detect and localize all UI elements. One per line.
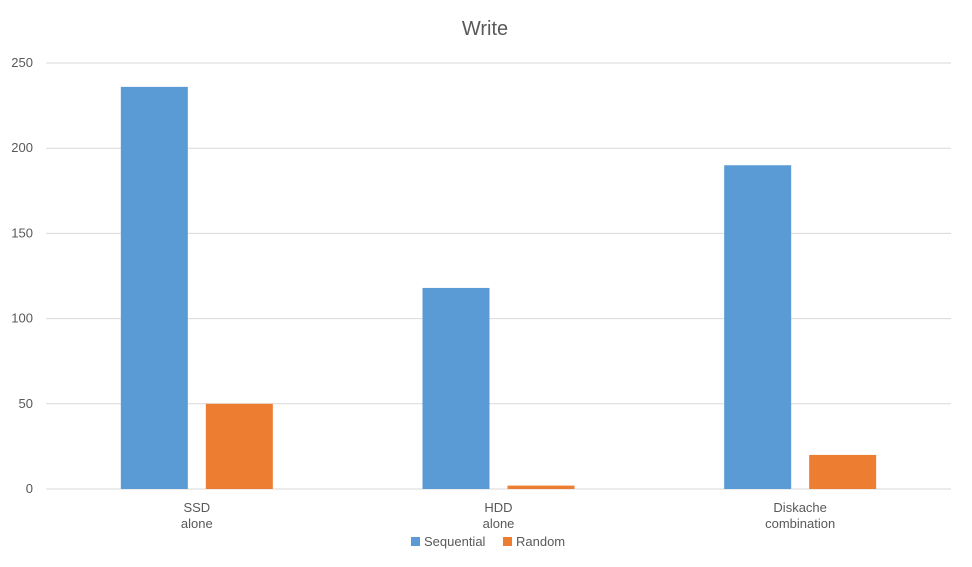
x-axis-categories: SSD alone HDD alone Diskache combination xyxy=(181,500,835,531)
y-tick-label: 150 xyxy=(11,225,33,240)
y-axis-ticks: 0 50 100 150 200 250 xyxy=(11,55,33,496)
legend-swatch-sequential xyxy=(411,537,420,546)
legend-swatch-random xyxy=(503,537,512,546)
legend: Sequential Random xyxy=(411,534,565,549)
y-tick-label: 250 xyxy=(11,55,33,70)
x-category-label: HDD alone xyxy=(483,500,515,531)
chart-title: Write xyxy=(462,18,508,40)
x-category-label: Diskache combination xyxy=(765,500,835,531)
legend-label-sequential: Sequential xyxy=(424,534,486,549)
bar-sequential-1 xyxy=(422,287,490,489)
bar-random-2 xyxy=(809,454,877,489)
y-tick-label: 100 xyxy=(11,311,33,326)
bars xyxy=(120,86,877,490)
y-tick-label: 0 xyxy=(26,481,33,496)
y-tick-label: 50 xyxy=(19,396,33,411)
legend-label-random: Random xyxy=(516,534,565,549)
bar-sequential-0 xyxy=(120,86,188,489)
bar-random-1 xyxy=(507,485,575,489)
x-category-label: SSD alone xyxy=(181,500,213,531)
gridlines xyxy=(46,62,951,490)
y-tick-label: 200 xyxy=(11,140,33,155)
bar-random-0 xyxy=(205,403,273,489)
bar-sequential-2 xyxy=(724,165,792,490)
